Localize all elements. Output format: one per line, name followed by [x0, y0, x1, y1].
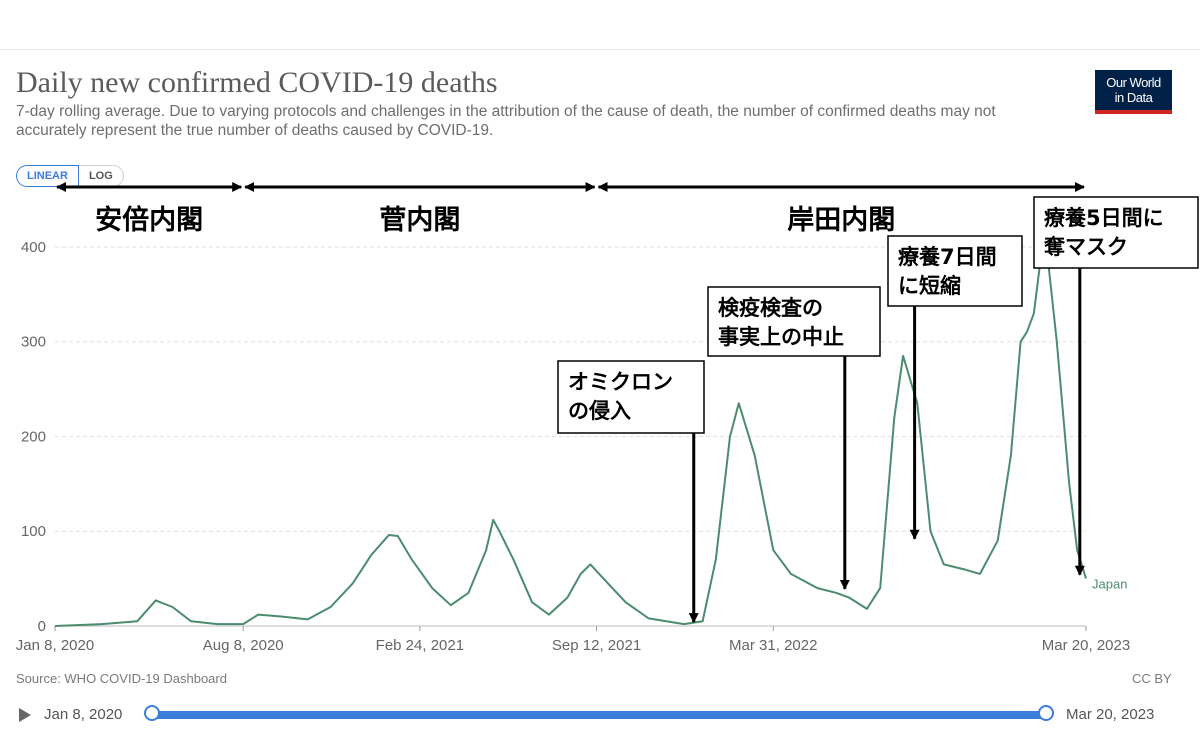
timeline-start-handle[interactable] [144, 705, 160, 721]
y-tick-label: 300 [21, 334, 46, 351]
series-line-japan [54, 227, 1087, 627]
annotation-text: 事実上の中止 [718, 325, 844, 349]
logo-bar [1095, 110, 1172, 114]
x-tick-label: Mar 31, 2022 [729, 637, 817, 654]
period-label: 岸田内閣 [787, 205, 895, 236]
timeline-end-label: Mar 20, 2023 [1066, 706, 1155, 723]
annotation-text: 奪マスク [1043, 235, 1128, 259]
timeline-track[interactable] [152, 711, 1046, 719]
x-tick-label: Feb 24, 2021 [376, 637, 464, 654]
owid-logo[interactable]: Our World in Data [1095, 70, 1172, 114]
y-tick-label: 200 [21, 428, 46, 445]
top-divider [0, 49, 1200, 50]
source-note[interactable]: Source: WHO COVID-19 Dashboard [16, 671, 227, 686]
annotation-box [707, 286, 881, 357]
scale-toggle: LINEAR LOG [16, 165, 124, 187]
annotation-text: 療養7日間 [898, 245, 997, 269]
annotation-text: の侵入 [568, 399, 631, 423]
play-icon[interactable] [19, 708, 31, 722]
period-label: 菅内閣 [379, 205, 460, 236]
log-scale-button[interactable]: LOG [78, 165, 124, 187]
period-label: 安倍内閣 [95, 204, 203, 236]
annotation-text: オミクロン [568, 370, 673, 394]
timeline-end-handle[interactable] [1038, 705, 1054, 721]
logo-line-1: Our World [1106, 75, 1161, 90]
logo-line-2: in Data [1114, 90, 1153, 105]
annotation-box [887, 235, 1023, 307]
annotation-text: に短縮 [898, 274, 961, 298]
license-link[interactable]: CC BY [1132, 671, 1172, 686]
linear-scale-button[interactable]: LINEAR [16, 165, 79, 187]
annotation-text: 療養5日間に [1044, 206, 1164, 230]
y-tick-label: 100 [21, 523, 46, 540]
y-tick-label: 400 [21, 239, 46, 256]
x-tick-label: Sep 12, 2021 [552, 637, 641, 654]
annotation-box [1033, 196, 1199, 269]
timeline: Jan 8, 2020 Mar 20, 2023 [0, 698, 1200, 732]
annotation-box [557, 360, 705, 434]
y-tick-label: 0 [38, 618, 46, 635]
annotation-text: 検疫検査の [718, 296, 823, 320]
x-tick-label: Mar 20, 2023 [1042, 637, 1130, 654]
chart-title: Daily new confirmed COVID-19 deaths [16, 66, 498, 99]
x-tick-label: Jan 8, 2020 [16, 637, 94, 654]
timeline-start-label: Jan 8, 2020 [44, 706, 123, 723]
x-tick-label: Aug 8, 2020 [203, 637, 284, 654]
chart-subtitle: 7-day rolling average. Due to varying pr… [16, 103, 996, 139]
series-label-japan: Japan [1092, 577, 1127, 592]
